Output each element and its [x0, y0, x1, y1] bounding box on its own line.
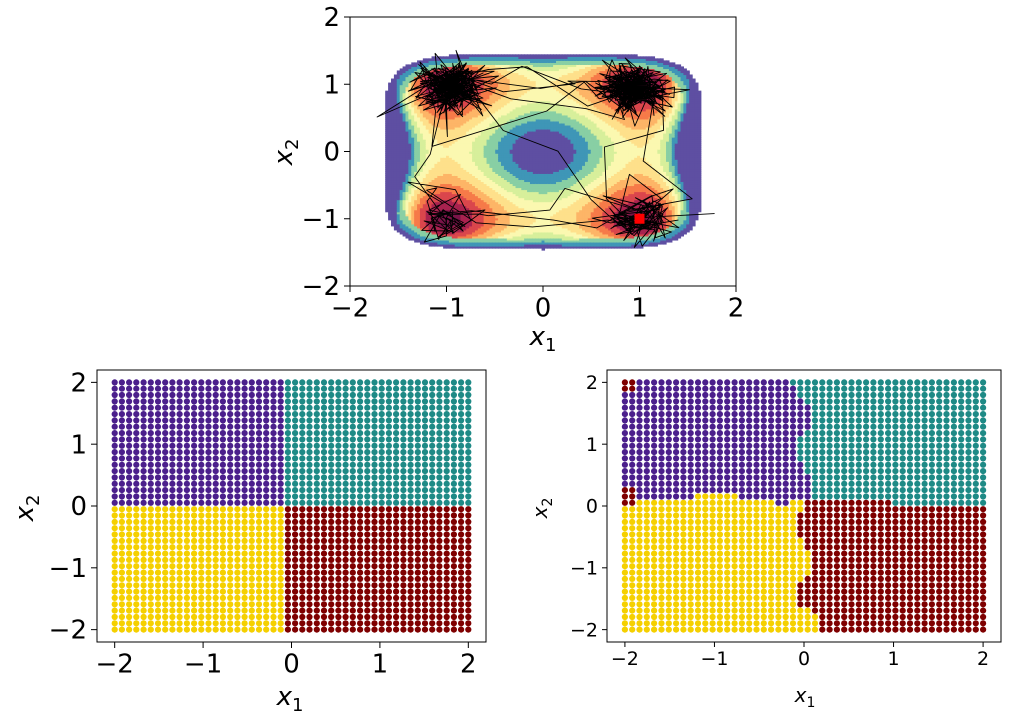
x-tick-label-left: −2 [96, 650, 134, 680]
y-tick-label-left: −1 [49, 554, 87, 584]
x-tick-label-top: 1 [631, 294, 648, 324]
y-tick-label-right: −2 [570, 619, 598, 641]
y-tick-label-right: 2 [586, 372, 598, 394]
axis-ticks-right: −2 −1 0 1 2 −2 −1 0 1 2 [570, 372, 989, 670]
x-tick-label-top: −1 [427, 294, 465, 324]
y-tick-label-left: 2 [70, 368, 87, 398]
y-tick-label-left: −2 [49, 616, 87, 646]
contour-panel: −2 −1 0 1 2 −2 −1 0 1 2 x1 x2 [269, 3, 744, 356]
y-axis-label-top: x2 [269, 139, 303, 167]
y-tick-label-right: −1 [570, 557, 598, 579]
axis-ticks-top: −2 −1 0 1 2 −2 −1 0 1 2 [302, 3, 745, 324]
scatter-panel-right: −2 −1 0 1 2 −2 −1 0 1 2 x1 x2 [528, 369, 1002, 711]
scatter-points-left [111, 379, 472, 633]
y-tick-label-left: 1 [70, 430, 87, 460]
y-tick-label-right: 1 [586, 434, 598, 456]
y-axis-label-left: x2 [10, 495, 44, 523]
x-tick-label-left: −1 [184, 650, 222, 680]
y-tick-label-top: −2 [302, 272, 340, 302]
x-tick-label-top: 2 [728, 294, 745, 324]
y-tick-label-top: 2 [323, 3, 340, 33]
plot-frame-right [606, 369, 1002, 643]
x-tick-label-top: −2 [331, 294, 369, 324]
x-tick-label-right: 2 [977, 648, 989, 670]
x-tick-label-top: 0 [535, 294, 552, 324]
y-tick-label-right: 0 [586, 496, 598, 518]
scatter-points-right [621, 379, 987, 633]
trajectory-path [376, 49, 715, 248]
y-axis-label-right: x2 [528, 498, 556, 520]
x-tick-label-right: −1 [700, 648, 728, 670]
x-tick-label-right: −2 [611, 648, 639, 670]
y-tick-label-top: 0 [323, 138, 340, 168]
plot-frame-left [96, 369, 487, 643]
x-tick-label-left: 0 [283, 650, 300, 680]
x-axis-label-right: x1 [794, 683, 816, 711]
axis-ticks-left: −2 −1 0 1 2 −2 −1 0 1 2 [49, 368, 477, 679]
x-tick-label-left: 1 [372, 650, 389, 680]
x-axis-label-top: x1 [529, 322, 557, 356]
y-tick-label-top: −1 [302, 205, 340, 235]
start-marker [634, 213, 645, 224]
x-tick-label-left: 2 [460, 650, 477, 680]
x-tick-label-right: 0 [798, 648, 810, 670]
scatter-panel-left: −2 −1 0 1 2 −2 −1 0 1 2 x1 x2 [10, 368, 487, 716]
y-tick-label-left: 0 [70, 492, 87, 522]
x-axis-label-left: x1 [276, 682, 304, 716]
contour-fill [385, 54, 702, 251]
trajectory [376, 49, 715, 248]
x-tick-label-right: 1 [887, 648, 899, 670]
y-tick-label-top: 1 [323, 70, 340, 100]
